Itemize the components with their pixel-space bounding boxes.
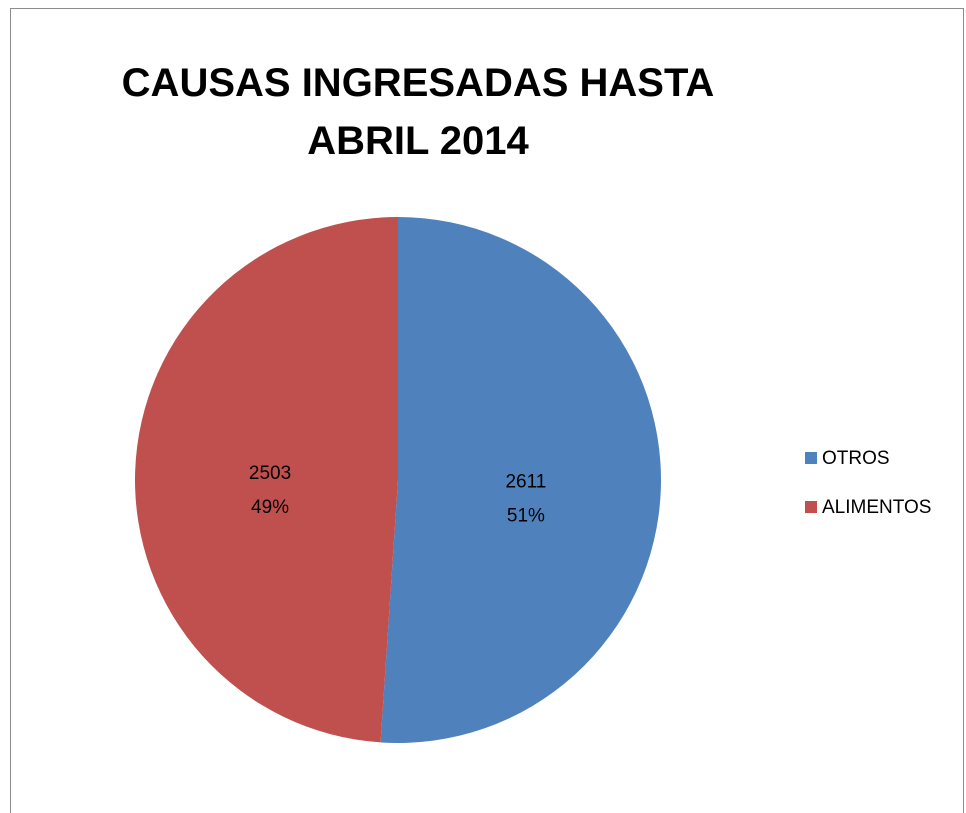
legend-swatch xyxy=(805,501,817,513)
chart-frame xyxy=(10,8,964,813)
percent-label: 49% xyxy=(251,497,289,518)
legend-swatch xyxy=(805,452,817,464)
legend-label: OTROS xyxy=(822,448,890,469)
pie-slice xyxy=(134,217,398,743)
data-label: 2503 xyxy=(249,463,291,484)
data-label: 2611 xyxy=(505,471,546,492)
chart-title: CAUSAS INGRESADAS HASTA ABRIL 2014 xyxy=(121,61,715,163)
pie-slice xyxy=(380,217,661,744)
legend-label: ALIMENTOS xyxy=(822,497,931,518)
percent-label: 51% xyxy=(507,505,545,526)
